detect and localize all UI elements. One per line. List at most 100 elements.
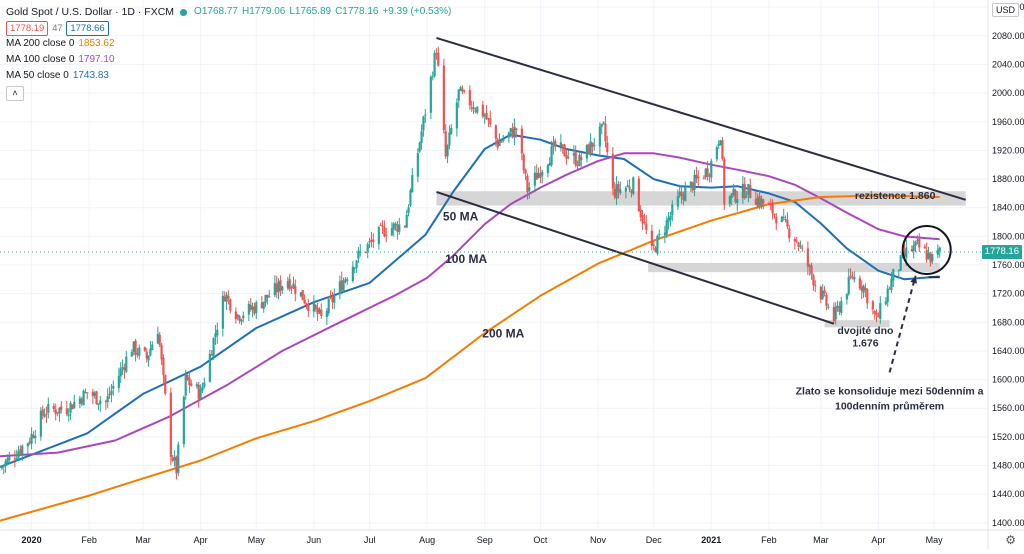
candle-body	[95, 391, 98, 405]
candle-body	[238, 316, 241, 321]
candle-body	[645, 223, 648, 231]
ma100-legend[interactable]: MA 100 close 0 1797.10	[6, 52, 451, 68]
candle-body	[249, 304, 252, 310]
annotation-label: dvojité dno	[837, 325, 893, 337]
candle-body	[294, 285, 297, 294]
candle-body	[799, 245, 802, 247]
candle-body	[483, 114, 486, 116]
candle-body	[446, 145, 449, 157]
candle-body	[918, 238, 921, 248]
y-tick-label: 1840.00	[992, 203, 1024, 213]
x-tick-label: Feb	[761, 535, 777, 545]
candle-body	[255, 302, 258, 313]
candle-body	[658, 233, 661, 235]
candles	[0, 46, 941, 480]
trendlines	[436, 37, 967, 373]
candle-body	[548, 163, 551, 166]
candle-body	[43, 414, 46, 417]
ma200-legend[interactable]: MA 200 close 0 1853.62	[6, 36, 451, 52]
candle-body	[420, 131, 423, 144]
candle-body	[814, 285, 817, 287]
y-tick-label: 1560.00	[992, 403, 1024, 413]
candle-body	[281, 286, 284, 291]
candle-body	[119, 368, 122, 377]
candle-body	[619, 189, 622, 194]
candle-body	[223, 296, 226, 302]
candle-body	[511, 129, 514, 138]
candle-body	[676, 196, 679, 207]
candle-body	[225, 294, 228, 302]
candle-body	[290, 287, 293, 289]
candle-body	[786, 219, 789, 227]
candle-body	[905, 247, 908, 258]
candle-body	[565, 155, 568, 159]
candle-body	[418, 142, 421, 152]
symbol-title[interactable]: Gold Spot / U.S. Dollar · 1D · FXCM	[6, 6, 175, 18]
middle-zone	[648, 262, 940, 273]
candle-body	[394, 223, 397, 226]
candle-body	[732, 188, 735, 196]
annotation-label: 50 MA	[443, 210, 479, 224]
bid-price[interactable]: 1778.19	[6, 20, 49, 36]
annotation-label: 200 MA	[482, 326, 524, 340]
candle-body	[28, 441, 31, 444]
symbol-row: Gold Spot / U.S. Dollar · 1D · FXCM O176…	[6, 4, 451, 20]
y-tick-label: 1600.00	[992, 375, 1024, 385]
ohlc-open: O1768.77	[194, 6, 238, 17]
candle-body	[69, 402, 72, 413]
ma50-legend[interactable]: MA 50 close 0 1743.83	[6, 68, 451, 84]
bottom-zone	[824, 320, 890, 328]
candle-body	[528, 187, 531, 191]
candle-body	[879, 303, 882, 320]
candle-body	[541, 171, 544, 176]
candle-body	[589, 141, 592, 156]
candle-body	[145, 351, 148, 359]
ma100-legend-value: 1797.10	[78, 54, 115, 65]
candle-body	[108, 394, 111, 396]
candle-body	[171, 457, 174, 461]
candle-body	[455, 102, 458, 129]
candle-body	[73, 401, 76, 408]
ask-price[interactable]: 1778.66	[66, 20, 109, 36]
candle-body	[936, 249, 939, 255]
currency-label[interactable]: USD	[991, 3, 1019, 17]
candle-body	[929, 252, 932, 263]
x-tick-label: 2021	[701, 535, 721, 545]
candle-body	[169, 392, 172, 457]
candle-body	[0, 466, 3, 469]
candle-body	[253, 306, 256, 314]
candle-body	[916, 239, 919, 241]
candle-body	[899, 255, 902, 271]
legend: Gold Spot / U.S. Dollar · 1D · FXCM O176…	[6, 4, 451, 102]
candle-body	[554, 140, 557, 147]
candle-body	[175, 456, 178, 474]
candle-body	[45, 413, 48, 415]
candle-body	[151, 344, 154, 350]
candle-body	[693, 174, 696, 190]
candle-body	[849, 275, 852, 277]
candle-body	[236, 314, 239, 318]
candle-body	[13, 458, 16, 460]
collapse-legend-button[interactable]: ˄	[6, 86, 24, 101]
candle-body	[247, 303, 250, 315]
candle-body	[160, 345, 163, 360]
candle-body	[385, 234, 388, 236]
candle-body	[884, 301, 887, 305]
candle-body	[864, 287, 867, 291]
x-tick-label: Jun	[307, 535, 322, 545]
candle-body	[925, 249, 928, 260]
candle-body	[216, 329, 219, 336]
candle-body	[80, 398, 83, 404]
candle-body	[459, 87, 462, 91]
annotation-label: rezistence 1.860	[855, 190, 936, 202]
candle-body	[639, 209, 642, 217]
candle-body	[559, 142, 562, 147]
candle-body	[17, 451, 20, 458]
gear-icon[interactable]: ⚙	[1005, 533, 1016, 547]
candle-body	[526, 175, 529, 193]
moving-averages	[0, 133, 940, 522]
candle-body	[736, 199, 739, 204]
candle-body	[793, 238, 796, 242]
